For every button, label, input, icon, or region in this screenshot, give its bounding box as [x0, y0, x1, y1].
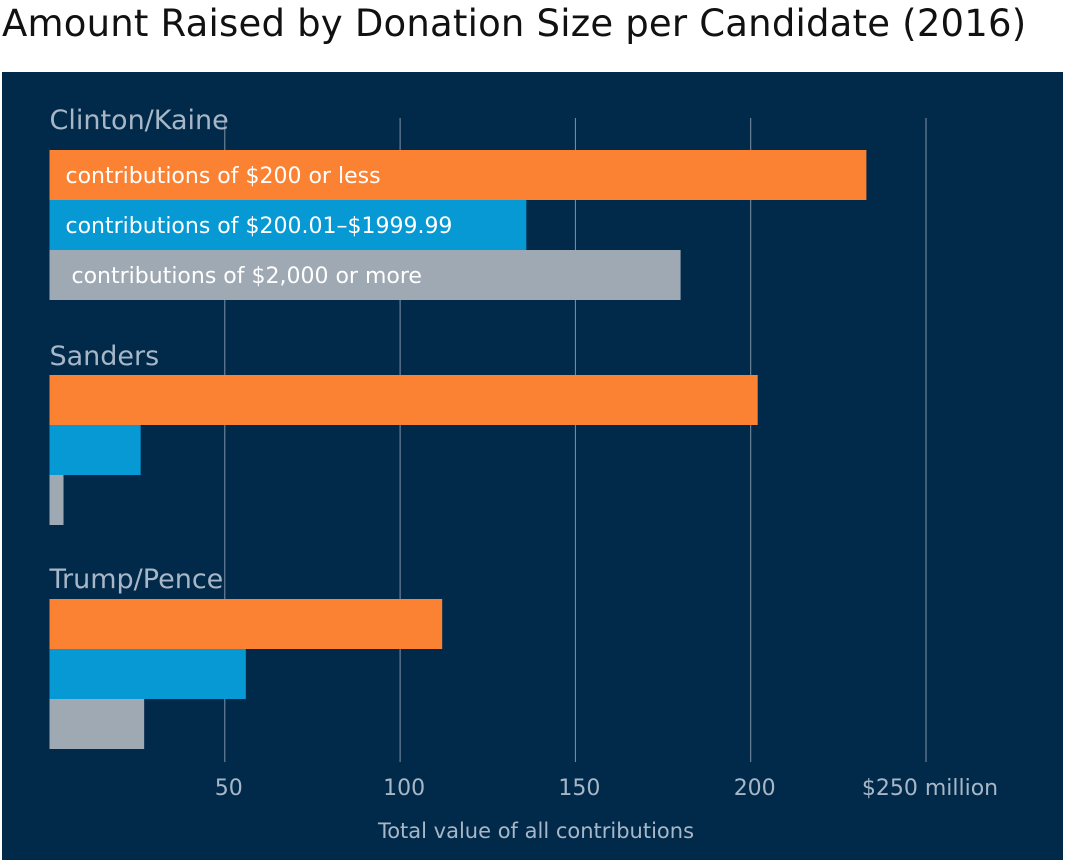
chart-panel: 50 100 150 200 $250 million Total value of al…: [2, 72, 1063, 860]
x-tick-label: $250 million: [862, 776, 998, 801]
bar: [49, 150, 867, 200]
x-tick-label: 100: [383, 776, 425, 801]
bar-chart: 50 100 150 200 $250 million Total value of al…: [2, 72, 1063, 860]
category-label: Trump/Pence: [49, 564, 224, 595]
x-axis-label: Total value of all contributions: [377, 819, 694, 843]
category-label: Clinton/Kaine: [50, 105, 229, 136]
bar: [49, 200, 527, 250]
series-label: contributions of $200.01–$1999.99: [66, 214, 453, 239]
series-label: contributions of $2,000 or more: [72, 264, 422, 289]
bar: [49, 699, 145, 749]
x-tick-label: 150: [558, 776, 600, 801]
bar: [49, 375, 758, 425]
series-label: contributions of $200 or less: [66, 164, 381, 189]
x-tick-label: 50: [215, 776, 243, 801]
bar: [49, 425, 141, 475]
bars: [49, 150, 867, 749]
bar: [49, 599, 443, 649]
bar: [49, 649, 246, 699]
category-label: Sanders: [50, 341, 160, 372]
bar: [49, 250, 681, 300]
bar: [49, 475, 64, 525]
page-title: Amount Raised by Donation Size per Candi…: [2, 2, 1027, 45]
labels: 50 100 150 200 $250 million Total value of al…: [49, 105, 999, 843]
x-tick-label: 200: [734, 776, 776, 801]
